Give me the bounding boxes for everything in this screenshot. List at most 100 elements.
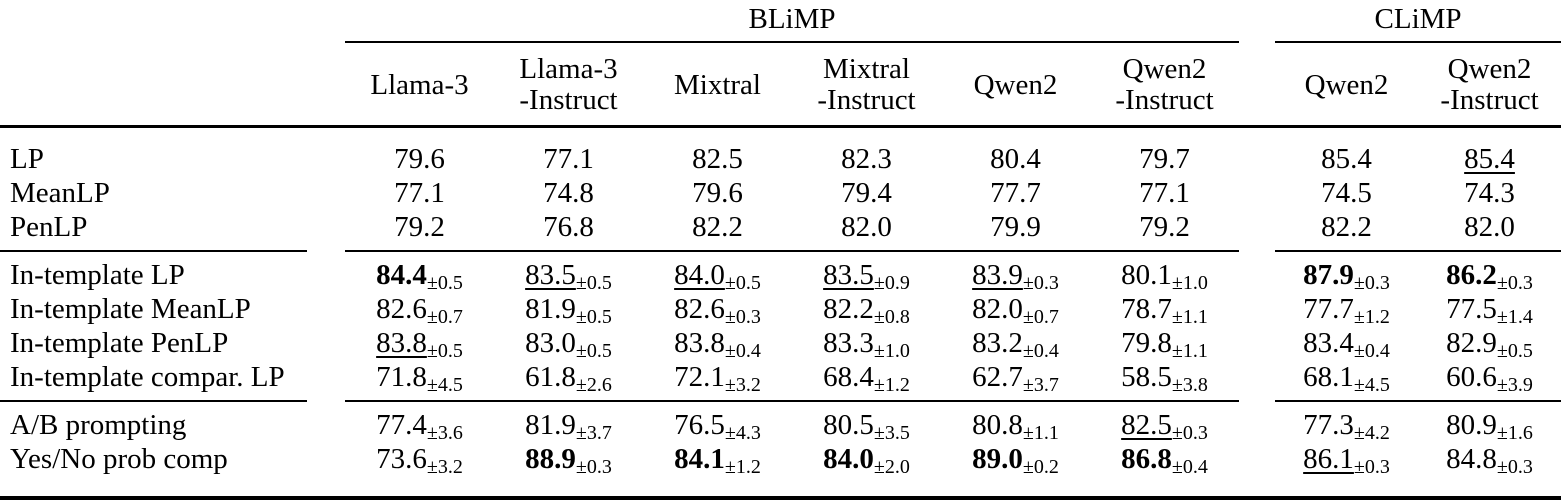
value-cell: 83.8±0.5 (345, 326, 494, 362)
col-header-climp-qwen2-instruct: Qwen2 -Instruct (1418, 42, 1561, 128)
value-cell: 81.9±0.5 (494, 292, 643, 327)
score-value: 79.2 (394, 211, 445, 243)
score-std: ±0.5 (575, 272, 612, 294)
score-value: 74.5 (1321, 177, 1372, 209)
score-value: 82.2 (1321, 211, 1372, 243)
value-cell: 77.3±4.2 (1275, 408, 1418, 443)
table-row: In-template PenLP 83.8±0.5 83.0±0.5 83.8±0.… (0, 326, 1561, 362)
value-cell: 74.5 (1275, 176, 1418, 210)
value-cell: 79.6 (345, 127, 494, 177)
value-cell: 61.8±2.6 (494, 360, 643, 396)
value-cell: 74.8 (494, 176, 643, 210)
value-cell: 77.1 (494, 127, 643, 177)
divider-rule (1275, 394, 1561, 408)
score-value: 76.8 (543, 211, 594, 243)
divider-rule (345, 394, 1240, 408)
score-std: ±0.5 (575, 340, 612, 362)
value-cell: 83.9±0.3 (941, 258, 1090, 294)
table-row: A/B prompting 77.4±3.6 81.9±3.7 76.5±4.3 80.… (0, 408, 1561, 444)
score-std: ±1.1 (1171, 340, 1208, 362)
row-label: A/B prompting (10, 409, 187, 441)
value-cell: 83.0±0.5 (494, 326, 643, 362)
score-value: 68.4 (823, 361, 874, 393)
row-gap-cell (1239, 408, 1275, 442)
score-std: ±0.3 (1022, 272, 1059, 294)
score-value: 82.0 (1464, 211, 1515, 243)
table-row: LP 79.6 77.1 82.5 82.3 80.4 79.7 85.4 85.4 (0, 127, 1561, 177)
value-cell: 77.1 (1090, 176, 1239, 210)
col-header-mixtral: Mixtral (643, 42, 792, 128)
value-cell: 82.6±0.3 (643, 292, 792, 328)
value-cell: 82.2 (1275, 210, 1418, 244)
score-value: 83.8 (376, 327, 427, 359)
col-header-qwen2: Qwen2 (941, 42, 1090, 128)
score-value: 77.1 (543, 143, 594, 175)
score-std: ±2.6 (575, 374, 612, 396)
value-cell: 80.4 (941, 127, 1090, 177)
table-row: Yes/No prob comp 73.6±3.2 88.9±0.3 84.1±1.2… (0, 442, 1561, 498)
score-std: ±0.3 (724, 306, 761, 328)
value-cell: 82.9±0.5 (1418, 326, 1561, 361)
score-value: 82.2 (823, 293, 874, 325)
column-header-row: Llama-3 Llama-3 -Instruct Mixtral Mixtra… (0, 42, 1561, 128)
value-cell: 82.6±0.7 (345, 292, 494, 327)
divider-rule (1275, 244, 1561, 258)
score-std: ±0.8 (873, 306, 910, 328)
score-value: 88.9 (525, 443, 576, 475)
score-std: ±3.6 (426, 422, 463, 444)
score-std: ±0.3 (1171, 422, 1208, 444)
row-gap-cell (1239, 258, 1275, 292)
score-value: 80.1 (1121, 259, 1172, 291)
score-value: 68.1 (1303, 361, 1354, 393)
score-std: ±3.7 (575, 422, 612, 444)
value-cell: 79.6 (643, 176, 792, 210)
score-std: ±0.5 (426, 340, 463, 362)
score-value: 79.2 (1139, 211, 1190, 243)
value-cell: 77.5±1.4 (1418, 292, 1561, 327)
value-cell: 68.1±4.5 (1275, 360, 1418, 395)
score-value: 79.7 (1139, 143, 1190, 175)
score-std: ±4.3 (724, 422, 761, 444)
row-label: In-template LP (10, 259, 185, 291)
section-divider (0, 244, 1561, 258)
score-value: 83.4 (1303, 327, 1354, 359)
score-value: 77.4 (376, 409, 427, 441)
value-cell: 72.1±3.2 (643, 360, 792, 395)
value-cell: 62.7±3.7 (941, 360, 1090, 395)
value-cell: 58.5±3.8 (1090, 360, 1239, 395)
value-cell: 82.3 (792, 127, 941, 177)
value-cell: 73.6±3.2 (345, 442, 494, 498)
score-value: 80.4 (990, 143, 1041, 175)
score-value: 78.7 (1121, 293, 1172, 325)
row-gap-cell (1239, 360, 1275, 394)
score-std: ±1.6 (1496, 422, 1533, 444)
value-cell: 84.8±0.3 (1418, 442, 1561, 498)
table-row: In-template LP 84.4±0.5 83.5±0.5 84.0±0.5 83… (0, 258, 1561, 294)
score-value: 82.5 (1121, 409, 1172, 441)
col-header-mixtral-instruct: Mixtral -Instruct (792, 42, 941, 128)
value-cell: 83.5±0.5 (494, 258, 643, 294)
divider-gap (1239, 244, 1275, 258)
value-cell: 89.0±0.2 (941, 442, 1090, 498)
score-value: 72.1 (674, 361, 725, 393)
group-header-blimp: BLiMP (345, 0, 1240, 43)
value-cell: 71.8±4.5 (345, 360, 494, 395)
col-header-climp-qwen2: Qwen2 (1275, 42, 1419, 128)
score-value: 82.3 (841, 143, 892, 175)
group-gap-cell (1239, 0, 1275, 42)
row-label: PenLP (10, 211, 88, 243)
score-std: ±1.2 (724, 456, 761, 478)
score-value: 84.0 (823, 443, 874, 475)
score-std: ±0.4 (1022, 340, 1059, 362)
value-cell: 80.9±1.6 (1418, 408, 1561, 444)
score-value: 79.8 (1121, 327, 1172, 359)
score-value: 62.7 (972, 361, 1023, 393)
score-value: 77.5 (1446, 293, 1497, 325)
value-cell: 82.2±0.8 (792, 292, 941, 328)
score-value: 81.9 (525, 409, 576, 441)
row-label-header-empty (0, 42, 345, 128)
row-label: MeanLP (10, 177, 110, 209)
score-value: 79.9 (990, 211, 1041, 243)
score-value: 84.4 (376, 259, 427, 291)
value-cell: 87.9±0.3 (1275, 258, 1418, 293)
